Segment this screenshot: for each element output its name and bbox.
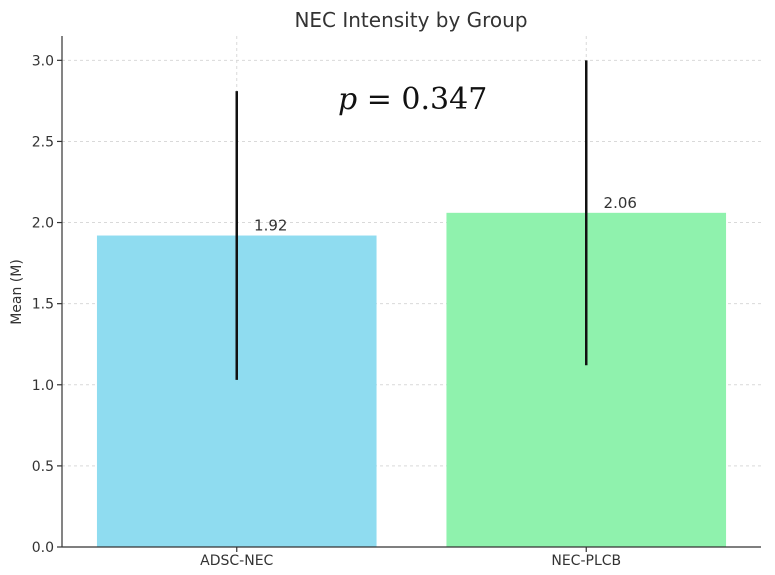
- y-tick-label: 0.5: [32, 459, 54, 475]
- chart-title: NEC Intensity by Group: [294, 8, 527, 32]
- y-tick-label: 0.0: [32, 540, 54, 556]
- p-value-text: = 0.347: [357, 82, 487, 117]
- error-bars-layer: [235, 60, 588, 380]
- data-labels-layer: 1.92 2.06: [254, 194, 637, 235]
- axes-layer: 0.0 0.5 1.0 1.5 2.0 2.5 3.0 ADSC-NEC NEC-PLCB: [32, 36, 761, 569]
- x-tick-label: ADSC-NEC: [200, 553, 273, 569]
- data-label: 2.06: [604, 194, 637, 212]
- p-value-symbol: p: [338, 82, 357, 117]
- p-value-annotation: p = 0.347: [338, 82, 487, 117]
- y-tick-label: 2.5: [32, 134, 54, 150]
- data-label: 1.92: [254, 217, 287, 235]
- y-tick-label: 3.0: [32, 53, 54, 69]
- y-tick-label: 1.0: [32, 378, 54, 394]
- y-tick-label: 1.5: [32, 297, 54, 313]
- bars-layer: [96, 212, 727, 548]
- y-axis-label: Mean (M): [9, 259, 25, 325]
- x-tick-label: NEC-PLCB: [551, 553, 621, 569]
- y-tick-label: 2.0: [32, 216, 54, 232]
